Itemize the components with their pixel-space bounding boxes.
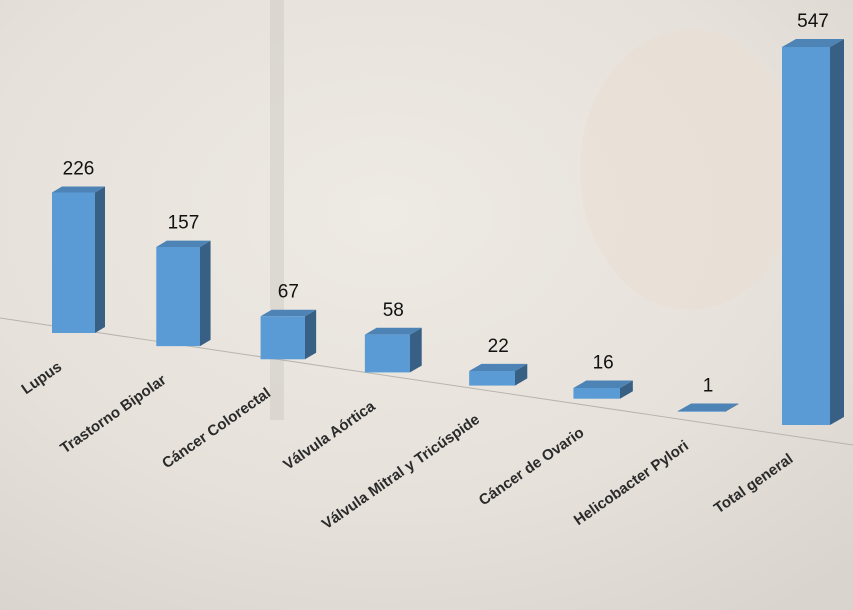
bar-side [725,403,739,412]
bar-side [620,380,633,399]
background-shape [580,30,800,310]
value-label: 22 [488,336,509,357]
bar-top [782,39,844,47]
bar-side [515,363,528,386]
bar-top [469,363,528,372]
bar-top [52,186,105,193]
bar [156,246,200,347]
bar [677,411,725,412]
bar [260,316,305,360]
value-label: 16 [593,353,614,374]
bar-side [200,240,211,347]
value-label: 58 [383,300,404,321]
value-label: 1 [703,375,714,396]
bar-side [830,39,844,425]
bar [573,387,620,399]
bar-side [305,309,317,360]
bar-top [364,327,422,335]
bar-top [156,240,211,247]
bar [52,192,95,333]
value-label: 226 [63,158,95,179]
bar [782,47,830,425]
value-label: 157 [168,213,200,234]
bar-top [573,380,633,388]
floor-line [0,317,853,446]
bar-top [677,403,739,412]
bar [469,371,515,386]
bar [364,334,410,373]
value-label: 547 [797,11,829,32]
bar-side [410,327,422,373]
value-label: 67 [278,282,299,303]
bar-top [260,309,317,317]
bar-side [95,186,105,333]
